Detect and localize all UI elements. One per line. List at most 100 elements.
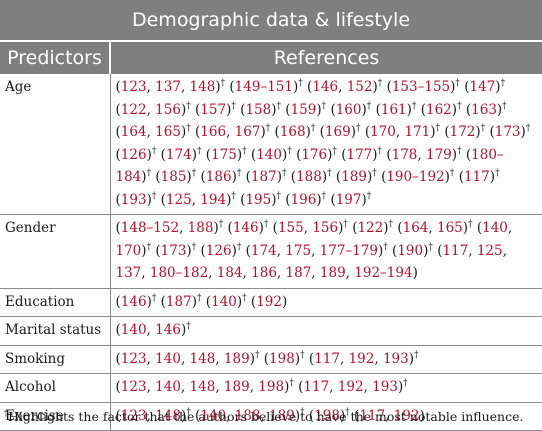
citation-link[interactable]: 174 bbox=[250, 242, 277, 259]
citation-link[interactable]: 187 bbox=[285, 265, 312, 281]
citation-link[interactable]: 198 bbox=[269, 350, 295, 367]
citation-link[interactable]: 174 bbox=[165, 146, 192, 163]
citation-link[interactable]: 177–179 bbox=[319, 242, 378, 259]
citation-link[interactable]: 155 bbox=[277, 220, 304, 236]
citation-link[interactable]: 173 bbox=[160, 242, 187, 259]
citation-link[interactable]: 125 bbox=[476, 242, 503, 259]
citation-link[interactable]: 190 bbox=[397, 242, 424, 259]
citation-link[interactable]: 185 bbox=[160, 169, 187, 185]
citation-link[interactable]: 158 bbox=[245, 101, 272, 118]
citation-link[interactable]: 123 bbox=[120, 407, 147, 424]
citation-link[interactable]: 189 bbox=[341, 169, 367, 185]
citation-link[interactable]: 146 bbox=[312, 79, 339, 95]
citation-link[interactable]: 196 bbox=[290, 191, 317, 208]
citation-link[interactable]: 148–152 bbox=[120, 220, 180, 236]
citation-link[interactable]: 123 bbox=[120, 379, 147, 395]
citation-link[interactable]: 160 bbox=[335, 101, 362, 118]
citation-link[interactable]: 170 bbox=[370, 124, 396, 140]
citation-link[interactable]: 140 bbox=[155, 379, 181, 395]
citation-link[interactable]: 192 bbox=[337, 379, 364, 395]
citation-link[interactable]: 190–192 bbox=[386, 169, 445, 185]
citation-link[interactable]: 178 bbox=[391, 146, 418, 163]
citation-link[interactable]: 146 bbox=[120, 293, 147, 310]
citation-link[interactable]: 189 bbox=[319, 265, 346, 281]
citation-link[interactable]: 172 bbox=[449, 124, 476, 140]
citation-link[interactable]: 159 bbox=[290, 101, 317, 118]
citation-link[interactable]: 177 bbox=[346, 146, 373, 163]
citation-link[interactable]: 137 bbox=[155, 79, 181, 95]
citation-link[interactable]: 167 bbox=[234, 124, 261, 140]
citation-link[interactable]: 148 bbox=[155, 407, 181, 424]
citation-link[interactable]: 192 bbox=[393, 407, 420, 424]
citation-link[interactable]: 148 bbox=[189, 379, 216, 395]
citation-link[interactable]: 126 bbox=[120, 146, 147, 163]
citation-link[interactable]: 137 bbox=[115, 265, 142, 281]
citation-link[interactable]: 122 bbox=[357, 220, 384, 236]
citation-link[interactable]: 188 bbox=[296, 169, 322, 185]
citation-link[interactable]: 187 bbox=[250, 169, 277, 185]
citation-link[interactable]: 180–184 bbox=[115, 146, 504, 186]
citation-link[interactable]: 188 bbox=[234, 407, 261, 424]
citation-link[interactable]: 195 bbox=[245, 191, 272, 208]
citation-link[interactable]: 146 bbox=[232, 220, 259, 236]
citation-link[interactable]: 148 bbox=[189, 79, 216, 95]
citation-link[interactable]: 117 bbox=[464, 169, 490, 185]
citation-link[interactable]: 180–182 bbox=[149, 265, 209, 281]
citation-link[interactable]: 140 bbox=[155, 350, 181, 367]
citation-link[interactable]: 117 bbox=[314, 350, 340, 367]
citation-link[interactable]: 140 bbox=[120, 322, 147, 338]
citation-link[interactable]: 162 bbox=[426, 101, 452, 118]
citation-link[interactable]: 187 bbox=[165, 293, 192, 310]
citation-link[interactable]: 140 bbox=[482, 220, 508, 236]
citation-link[interactable]: 194 bbox=[200, 191, 227, 208]
citation-link[interactable]: 140 bbox=[211, 293, 237, 310]
citation-link[interactable]: 117 bbox=[359, 407, 386, 424]
citation-link[interactable]: 147 bbox=[469, 79, 496, 95]
citation-link[interactable]: 176 bbox=[301, 146, 328, 163]
citation-link[interactable]: 186 bbox=[205, 169, 232, 185]
citation-link[interactable]: 197 bbox=[335, 191, 362, 208]
citation-link[interactable]: 148 bbox=[189, 350, 216, 367]
citation-link[interactable]: 161 bbox=[380, 101, 407, 118]
citation-link[interactable]: 123 bbox=[120, 350, 147, 367]
citation-link[interactable]: 153–155 bbox=[391, 79, 451, 95]
citation-link[interactable]: 175 bbox=[285, 242, 312, 259]
citation-link[interactable]: 156 bbox=[312, 220, 339, 236]
citation-link[interactable]: 149–151 bbox=[234, 79, 293, 95]
citation-link[interactable]: 189 bbox=[269, 407, 295, 424]
citation-link[interactable]: 192 bbox=[256, 293, 282, 310]
citation-link[interactable]: 192 bbox=[348, 350, 375, 367]
citation-link[interactable]: 156 bbox=[155, 101, 181, 118]
citation-link[interactable]: 189 bbox=[223, 379, 250, 395]
citation-link[interactable]: 140 bbox=[256, 146, 282, 163]
citation-link[interactable]: 179 bbox=[426, 146, 452, 163]
citation-link[interactable]: 122 bbox=[120, 101, 147, 118]
citation-link[interactable]: 165 bbox=[155, 124, 181, 140]
citation-link[interactable]: 198 bbox=[314, 407, 340, 424]
citation-link[interactable]: 171 bbox=[404, 124, 431, 140]
citation-link[interactable]: 117 bbox=[442, 242, 469, 259]
citation-link[interactable]: 146 bbox=[155, 322, 181, 338]
citation-link[interactable]: 163 bbox=[471, 101, 497, 118]
citation-link[interactable]: 193 bbox=[120, 191, 147, 208]
citation-link[interactable]: 117 bbox=[303, 379, 330, 395]
citation-link[interactable]: 168 bbox=[279, 124, 306, 140]
citation-link[interactable]: 175 bbox=[211, 146, 237, 163]
citation-link[interactable]: 169 bbox=[324, 124, 351, 140]
citation-link[interactable]: 184 bbox=[216, 265, 243, 281]
citation-link[interactable]: 157 bbox=[200, 101, 227, 118]
citation-link[interactable]: 166 bbox=[200, 124, 227, 140]
citation-link[interactable]: 152 bbox=[346, 79, 373, 95]
citation-link[interactable]: 164 bbox=[120, 124, 147, 140]
citation-link[interactable]: 140 bbox=[200, 407, 227, 424]
citation-link[interactable]: 173 bbox=[494, 124, 521, 140]
citation-link[interactable]: 198 bbox=[258, 379, 285, 395]
citation-link[interactable]: 189 bbox=[223, 350, 250, 367]
citation-link[interactable]: 188 bbox=[187, 220, 214, 236]
citation-link[interactable]: 126 bbox=[205, 242, 232, 259]
citation-link[interactable]: 192–194 bbox=[354, 265, 413, 281]
citation-link[interactable]: 193 bbox=[372, 379, 398, 395]
citation-link[interactable]: 170 bbox=[115, 242, 142, 259]
citation-link[interactable]: 125 bbox=[165, 191, 192, 208]
citation-link[interactable]: 193 bbox=[382, 350, 409, 367]
